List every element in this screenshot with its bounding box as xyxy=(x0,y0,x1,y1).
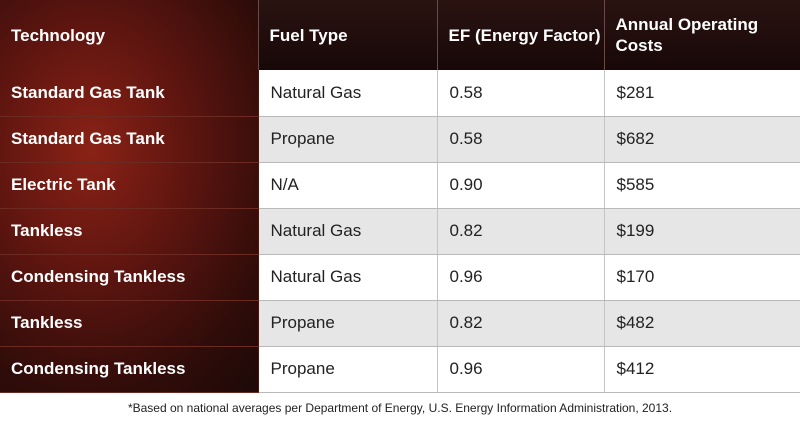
energy-factor-cell: 0.58 xyxy=(437,116,605,163)
technology-cell: Electric Tank xyxy=(0,162,259,209)
annual-cost-cell: $199 xyxy=(604,208,800,255)
annual-cost-cell: $682 xyxy=(604,116,800,163)
energy-factor-cell: 0.96 xyxy=(437,254,605,301)
fuel-type-cell: Propane xyxy=(258,116,438,163)
table-row: Electric Tank N/A 0.90 $585 xyxy=(0,162,800,209)
fuel-type-cell: Propane xyxy=(258,346,438,393)
table-row: Tankless Propane 0.82 $482 xyxy=(0,300,800,347)
table-row: Condensing Tankless Propane 0.96 $412 xyxy=(0,346,800,393)
fuel-type-cell: Natural Gas xyxy=(258,208,438,255)
fuel-type-cell: Natural Gas xyxy=(258,70,438,117)
comparison-table: Technology Fuel Type EF (Energy Factor) … xyxy=(0,0,800,393)
fuel-type-cell: N/A xyxy=(258,162,438,209)
footnote: *Based on national averages per Departme… xyxy=(127,401,673,415)
energy-factor-cell: 0.90 xyxy=(437,162,605,209)
technology-cell: Standard Gas Tank xyxy=(0,70,259,117)
technology-cell: Condensing Tankless xyxy=(0,346,259,393)
header-annual-operating-costs: Annual Operating Costs xyxy=(604,0,800,70)
energy-factor-cell: 0.82 xyxy=(437,300,605,347)
table-row: Condensing Tankless Natural Gas 0.96 $17… xyxy=(0,254,800,301)
header-fuel-type: Fuel Type xyxy=(258,0,438,70)
annual-cost-cell: $170 xyxy=(604,254,800,301)
table-row: Standard Gas Tank Natural Gas 0.58 $281 xyxy=(0,70,800,117)
fuel-type-cell: Natural Gas xyxy=(258,254,438,301)
header-technology: Technology xyxy=(0,0,259,70)
annual-cost-cell: $412 xyxy=(604,346,800,393)
fuel-type-cell: Propane xyxy=(258,300,438,347)
annual-cost-cell: $281 xyxy=(604,70,800,117)
technology-cell: Standard Gas Tank xyxy=(0,116,259,163)
header-row: Technology Fuel Type EF (Energy Factor) … xyxy=(0,0,800,70)
energy-factor-cell: 0.82 xyxy=(437,208,605,255)
table-row: Standard Gas Tank Propane 0.58 $682 xyxy=(0,116,800,163)
energy-factor-cell: 0.96 xyxy=(437,346,605,393)
table-row: Tankless Natural Gas 0.82 $199 xyxy=(0,208,800,255)
energy-factor-cell: 0.58 xyxy=(437,70,605,117)
annual-cost-cell: $482 xyxy=(604,300,800,347)
technology-cell: Tankless xyxy=(0,300,259,347)
annual-cost-cell: $585 xyxy=(604,162,800,209)
header-energy-factor: EF (Energy Factor) xyxy=(437,0,605,70)
technology-cell: Condensing Tankless xyxy=(0,254,259,301)
technology-cell: Tankless xyxy=(0,208,259,255)
